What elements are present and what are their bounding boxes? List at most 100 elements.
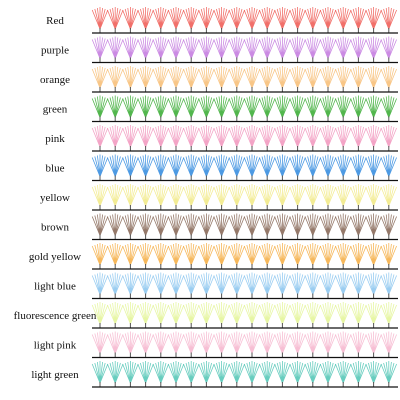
- lash-fan: [107, 125, 124, 148]
- lash-fan: [259, 213, 276, 236]
- lash-fan: [274, 361, 291, 384]
- lash-fan: [243, 302, 261, 325]
- lash-fan: [319, 302, 337, 325]
- lash-fan: [183, 243, 200, 266]
- lash-fan: [122, 302, 139, 325]
- lash-fan: [183, 213, 200, 236]
- lash-fan: [167, 125, 185, 148]
- lash-fan: [335, 302, 352, 325]
- lash-fan: [304, 36, 321, 59]
- lash-fan: [122, 361, 139, 384]
- lash-fan: [259, 361, 276, 384]
- lash-fan: [274, 302, 291, 325]
- lash-fan: [335, 213, 352, 236]
- lash-fan: [137, 95, 154, 118]
- lash-fan: [289, 272, 306, 295]
- lash-fan: [289, 331, 306, 354]
- lash-fan: [137, 125, 154, 148]
- lash-fan: [350, 66, 367, 89]
- lash-fan: [380, 66, 397, 89]
- lash-fan: [152, 361, 169, 384]
- lash-fan: [167, 95, 185, 118]
- lash-fan: [91, 272, 109, 295]
- lash-fan: [122, 213, 139, 236]
- lash-fan: [122, 36, 139, 59]
- lash-fan: [198, 272, 215, 295]
- lash-fan: [137, 184, 154, 207]
- lash-fan: [183, 361, 200, 384]
- lash-fan: [289, 361, 306, 384]
- lash-fan: [274, 213, 291, 236]
- lash-fan: [91, 302, 109, 325]
- lash-fan: [91, 36, 109, 59]
- lash-fan: [228, 7, 245, 30]
- lash-fan: [243, 361, 261, 384]
- lash-fan: [152, 125, 169, 148]
- lash-fan: [137, 213, 154, 236]
- lash-fan: [304, 331, 321, 354]
- lash-fan: [259, 272, 276, 295]
- lash-fan: [152, 154, 169, 177]
- color-label: pink: [45, 133, 65, 145]
- lash-fan: [183, 125, 200, 148]
- lash-fan: [228, 361, 245, 384]
- lash-fan: [228, 272, 245, 295]
- lash-fan: [365, 66, 382, 89]
- lash-fan: [167, 213, 185, 236]
- lash-fan: [365, 7, 382, 30]
- lash-fan: [365, 302, 382, 325]
- lash-fan: [228, 302, 245, 325]
- lash-fan: [319, 272, 337, 295]
- lash-fan: [365, 272, 382, 295]
- lash-fan: [183, 184, 200, 207]
- lash-fan: [152, 302, 169, 325]
- lash-fan: [183, 36, 200, 59]
- lash-fan: [213, 213, 230, 236]
- lash-fan: [152, 213, 169, 236]
- color-label: purple: [41, 45, 69, 57]
- lash-fan: [198, 66, 215, 89]
- lash-fan: [152, 243, 169, 266]
- lash-fan: [319, 36, 337, 59]
- lash-fan: [213, 125, 230, 148]
- lash-fan: [107, 184, 124, 207]
- lash-fan: [350, 7, 367, 30]
- lash-fan: [228, 331, 245, 354]
- lash-fan: [167, 66, 185, 89]
- lash-fan: [137, 154, 154, 177]
- lash-fan: [304, 66, 321, 89]
- lash-fan: [274, 36, 291, 59]
- lash-fan: [365, 184, 382, 207]
- lash-fan: [319, 154, 337, 177]
- lash-fan: [380, 331, 397, 354]
- lash-fan: [213, 184, 230, 207]
- lash-fan: [350, 272, 367, 295]
- lash-fan: [335, 154, 352, 177]
- lash-fan: [380, 361, 397, 384]
- lash-fan: [122, 66, 139, 89]
- lash-fan: [183, 7, 200, 30]
- lash-fan: [243, 125, 261, 148]
- lash-fan: [137, 302, 154, 325]
- lash-fan: [259, 331, 276, 354]
- lash-fan: [289, 125, 306, 148]
- lash-fan: [274, 272, 291, 295]
- lash-fan: [365, 36, 382, 59]
- lash-fan: [289, 213, 306, 236]
- lash-fan: [107, 95, 124, 118]
- lash-fan: [137, 331, 154, 354]
- color-label: light blue: [34, 281, 76, 293]
- lash-fan: [380, 154, 397, 177]
- lash-fan: [350, 302, 367, 325]
- lash-fan: [167, 331, 185, 354]
- lash-fan: [91, 95, 109, 118]
- lash-fan: [213, 36, 230, 59]
- lash-fan: [289, 66, 306, 89]
- lash-fan: [259, 125, 276, 148]
- lash-fan: [213, 272, 230, 295]
- lash-fan: [350, 213, 367, 236]
- lash-fan: [335, 184, 352, 207]
- lash-fan: [183, 154, 200, 177]
- lash-fan: [167, 243, 185, 266]
